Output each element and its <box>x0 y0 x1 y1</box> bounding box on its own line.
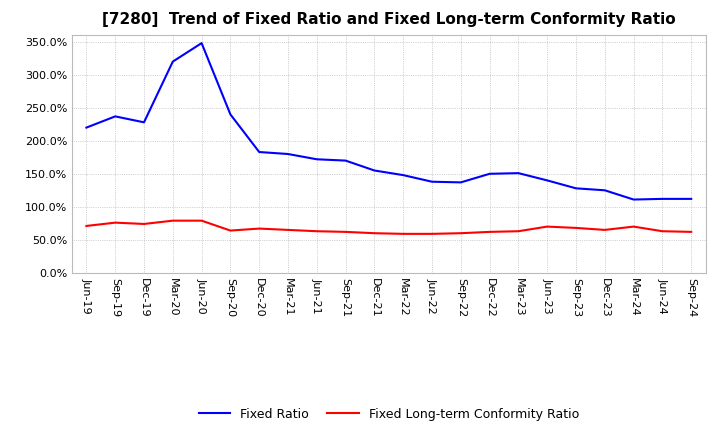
Fixed Long-term Conformity Ratio <box>140 221 148 227</box>
Fixed Long-term Conformity Ratio <box>485 229 494 235</box>
Fixed Long-term Conformity Ratio <box>312 229 321 234</box>
Fixed Ratio <box>255 150 264 155</box>
Fixed Ratio <box>572 186 580 191</box>
Fixed Long-term Conformity Ratio <box>341 229 350 235</box>
Fixed Ratio <box>197 40 206 46</box>
Fixed Long-term Conformity Ratio <box>428 231 436 237</box>
Fixed Ratio <box>485 171 494 176</box>
Fixed Ratio <box>370 168 379 173</box>
Fixed Ratio <box>82 125 91 130</box>
Fixed Long-term Conformity Ratio <box>168 218 177 223</box>
Fixed Long-term Conformity Ratio <box>284 227 292 232</box>
Fixed Long-term Conformity Ratio <box>111 220 120 225</box>
Fixed Long-term Conformity Ratio <box>82 223 91 229</box>
Fixed Long-term Conformity Ratio <box>572 225 580 231</box>
Fixed Ratio <box>312 157 321 162</box>
Fixed Ratio <box>456 180 465 185</box>
Fixed Ratio <box>226 112 235 117</box>
Fixed Long-term Conformity Ratio <box>687 229 696 235</box>
Fixed Ratio <box>399 172 408 178</box>
Fixed Ratio <box>428 179 436 184</box>
Fixed Long-term Conformity Ratio <box>197 218 206 223</box>
Fixed Long-term Conformity Ratio <box>514 229 523 234</box>
Fixed Ratio <box>140 120 148 125</box>
Fixed Ratio <box>629 197 638 202</box>
Fixed Ratio <box>341 158 350 163</box>
Fixed Long-term Conformity Ratio <box>226 228 235 233</box>
Fixed Long-term Conformity Ratio <box>255 226 264 231</box>
Fixed Ratio <box>168 59 177 64</box>
Line: Fixed Long-term Conformity Ratio: Fixed Long-term Conformity Ratio <box>86 220 691 234</box>
Fixed Long-term Conformity Ratio <box>456 231 465 236</box>
Fixed Ratio <box>600 187 609 193</box>
Fixed Long-term Conformity Ratio <box>399 231 408 237</box>
Fixed Long-term Conformity Ratio <box>658 229 667 234</box>
Title: [7280]  Trend of Fixed Ratio and Fixed Long-term Conformity Ratio: [7280] Trend of Fixed Ratio and Fixed Lo… <box>102 12 675 27</box>
Fixed Long-term Conformity Ratio <box>543 224 552 229</box>
Fixed Long-term Conformity Ratio <box>600 227 609 232</box>
Fixed Ratio <box>514 170 523 176</box>
Fixed Ratio <box>687 196 696 202</box>
Fixed Ratio <box>658 196 667 202</box>
Fixed Ratio <box>111 114 120 119</box>
Fixed Ratio <box>284 151 292 157</box>
Fixed Long-term Conformity Ratio <box>370 231 379 236</box>
Legend: Fixed Ratio, Fixed Long-term Conformity Ratio: Fixed Ratio, Fixed Long-term Conformity … <box>194 403 584 425</box>
Line: Fixed Ratio: Fixed Ratio <box>86 43 691 199</box>
Fixed Ratio <box>543 178 552 183</box>
Fixed Long-term Conformity Ratio <box>629 224 638 229</box>
